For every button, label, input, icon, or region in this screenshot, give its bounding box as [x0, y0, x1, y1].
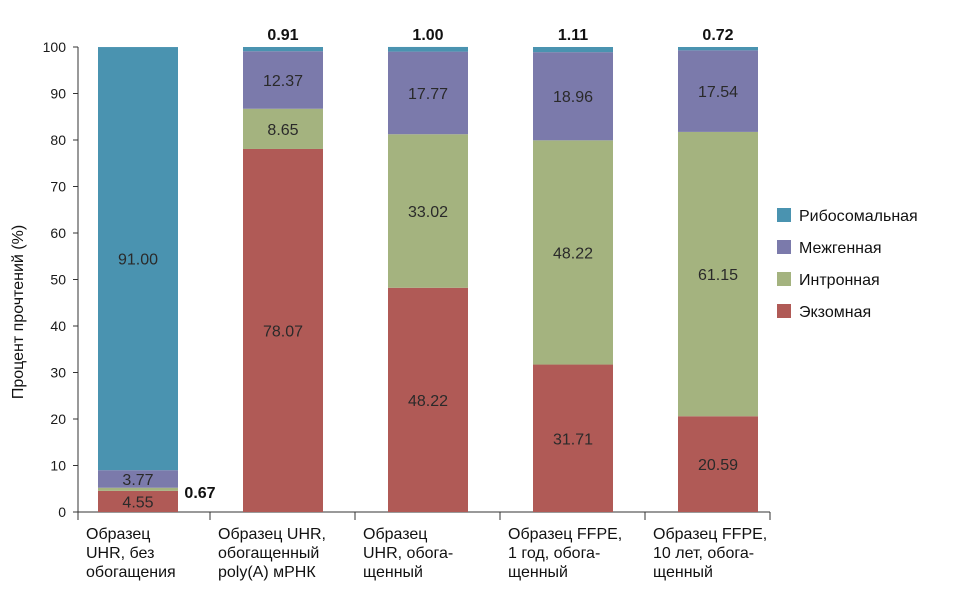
legend-label-Экзомная: Экзомная	[799, 304, 871, 321]
category-label-1-1: обогащенный	[218, 545, 319, 562]
bar-segment-Интронная-3	[533, 140, 613, 365]
y-tick-label-0: 0	[58, 504, 66, 520]
value-label-Межгенная-3: 18.96	[553, 89, 593, 106]
y-axis-label: Процент прочтений (%)	[10, 225, 27, 399]
bar-segment-Экзомная-4	[678, 416, 758, 512]
bar-segment-Экзомная-3	[533, 364, 613, 512]
legend: Рибосомальная Межгенная Интронная Экзомная	[777, 208, 918, 321]
category-label-2-2: щенный	[363, 564, 423, 581]
value-label-Интронная-0: 0.67	[184, 485, 215, 502]
y-tick-label-20: 20	[50, 411, 66, 427]
category-label-0-1: UHR, без	[86, 545, 154, 562]
category-label-3-2: щенный	[508, 564, 568, 581]
bar-segment-Интронная-2	[388, 134, 468, 288]
value-label-Межгенная-0: 3.77	[122, 472, 153, 489]
category-label-0-0: Образец	[86, 526, 150, 543]
legend-swatch-Экзомная	[777, 304, 791, 318]
y-tick-label-70: 70	[50, 179, 66, 195]
y-tick-label-90: 90	[50, 86, 66, 102]
bar-segment-Рибосомальная-1	[243, 47, 323, 52]
value-label-Интронная-1: 8.65	[267, 122, 298, 139]
value-label-Экзомная-4: 20.59	[698, 457, 738, 474]
legend-swatch-Межгенная	[777, 240, 791, 254]
bar-segment-Экзомная-0	[98, 490, 178, 512]
legend-swatch-Рибосомальная	[777, 208, 791, 222]
value-label-Экзомная-0: 4.55	[122, 494, 153, 511]
y-tick-label-60: 60	[50, 225, 66, 241]
category-label-3-1: 1 год, обога-	[508, 545, 600, 562]
bar-segment-Межгенная-1	[243, 51, 323, 109]
y-tick-label-40: 40	[50, 318, 66, 334]
bar-segment-Межгенная-2	[388, 51, 468, 135]
value-label-Интронная-3: 48.22	[553, 245, 593, 262]
y-tick-label-80: 80	[50, 132, 66, 148]
category-label-2-0: Образец	[363, 526, 427, 543]
bar-segment-Экзомная-2	[388, 287, 468, 512]
value-label-Рибосомальная-2: 1.00	[412, 27, 443, 44]
value-labels-layer: 4.55 0.67 3.77 91.00 78.07 8.65 12.37 0.91 48.22…	[118, 27, 738, 511]
bar-segment-Межгенная-4	[678, 50, 758, 132]
value-label-Экзомная-2: 48.22	[408, 393, 448, 410]
value-label-Межгенная-4: 17.54	[698, 84, 738, 101]
bar-segment-Рибосомальная-2	[388, 46, 468, 52]
value-label-Рибосомальная-4: 0.72	[702, 27, 733, 44]
bar-segment-Межгенная-0	[98, 470, 178, 488]
category-label-3-0: Образец FFPE,	[508, 526, 622, 543]
value-label-Экзомная-3: 31.71	[553, 431, 593, 448]
bar-segment-Интронная-1	[243, 108, 323, 149]
bar-segment-Интронная-0	[98, 487, 178, 491]
category-labels-layer: Образец UHR, без обогащения Образец UHR, обо…	[86, 526, 767, 581]
y-tick-label-30: 30	[50, 365, 66, 381]
value-label-Рибосомальная-0: 91.00	[118, 252, 158, 269]
value-label-Интронная-4: 61.15	[698, 267, 738, 284]
y-tick-label-50: 50	[50, 272, 66, 288]
category-label-4-1: 10 лет, обога-	[653, 545, 754, 562]
category-label-1-2: poly(A) мРНК	[218, 564, 316, 581]
bar-segment-Рибосомальная-0	[98, 47, 178, 471]
bar-segment-Интронная-4	[678, 131, 758, 417]
bars-layer	[98, 46, 758, 513]
category-label-0-2: обогащения	[86, 564, 176, 581]
category-label-4-2: щенный	[653, 564, 713, 581]
legend-label-Рибосомальная: Рибосомальная	[799, 208, 918, 225]
category-label-4-0: Образец FFPE,	[653, 526, 767, 543]
axes-layer: 0 10 20 30 40 50 60 70 80 90 100	[43, 39, 771, 520]
bar-segment-Экзомная-1	[243, 148, 323, 513]
y-tick-label-10: 10	[50, 458, 66, 474]
value-label-Рибосомальная-3: 1.11	[558, 27, 588, 44]
legend-label-Межгенная: Межгенная	[799, 240, 882, 257]
category-label-1-0: Образец UHR,	[218, 526, 326, 543]
value-label-Межгенная-1: 12.37	[263, 73, 303, 90]
y-tick-label-100: 100	[43, 39, 67, 55]
value-label-Рибосомальная-1: 0.91	[267, 27, 298, 44]
value-label-Межгенная-2: 17.77	[408, 86, 448, 103]
value-label-Интронная-2: 33.02	[408, 204, 448, 221]
legend-swatch-Интронная	[777, 272, 791, 286]
legend-label-Интронная: Интронная	[799, 272, 880, 289]
bar-segment-Рибосомальная-3	[533, 47, 613, 53]
bar-segment-Рибосомальная-4	[678, 47, 758, 51]
category-label-2-1: UHR, обога-	[363, 545, 453, 562]
value-label-Экзомная-1: 78.07	[263, 323, 303, 340]
bar-segment-Межгенная-3	[533, 52, 613, 141]
